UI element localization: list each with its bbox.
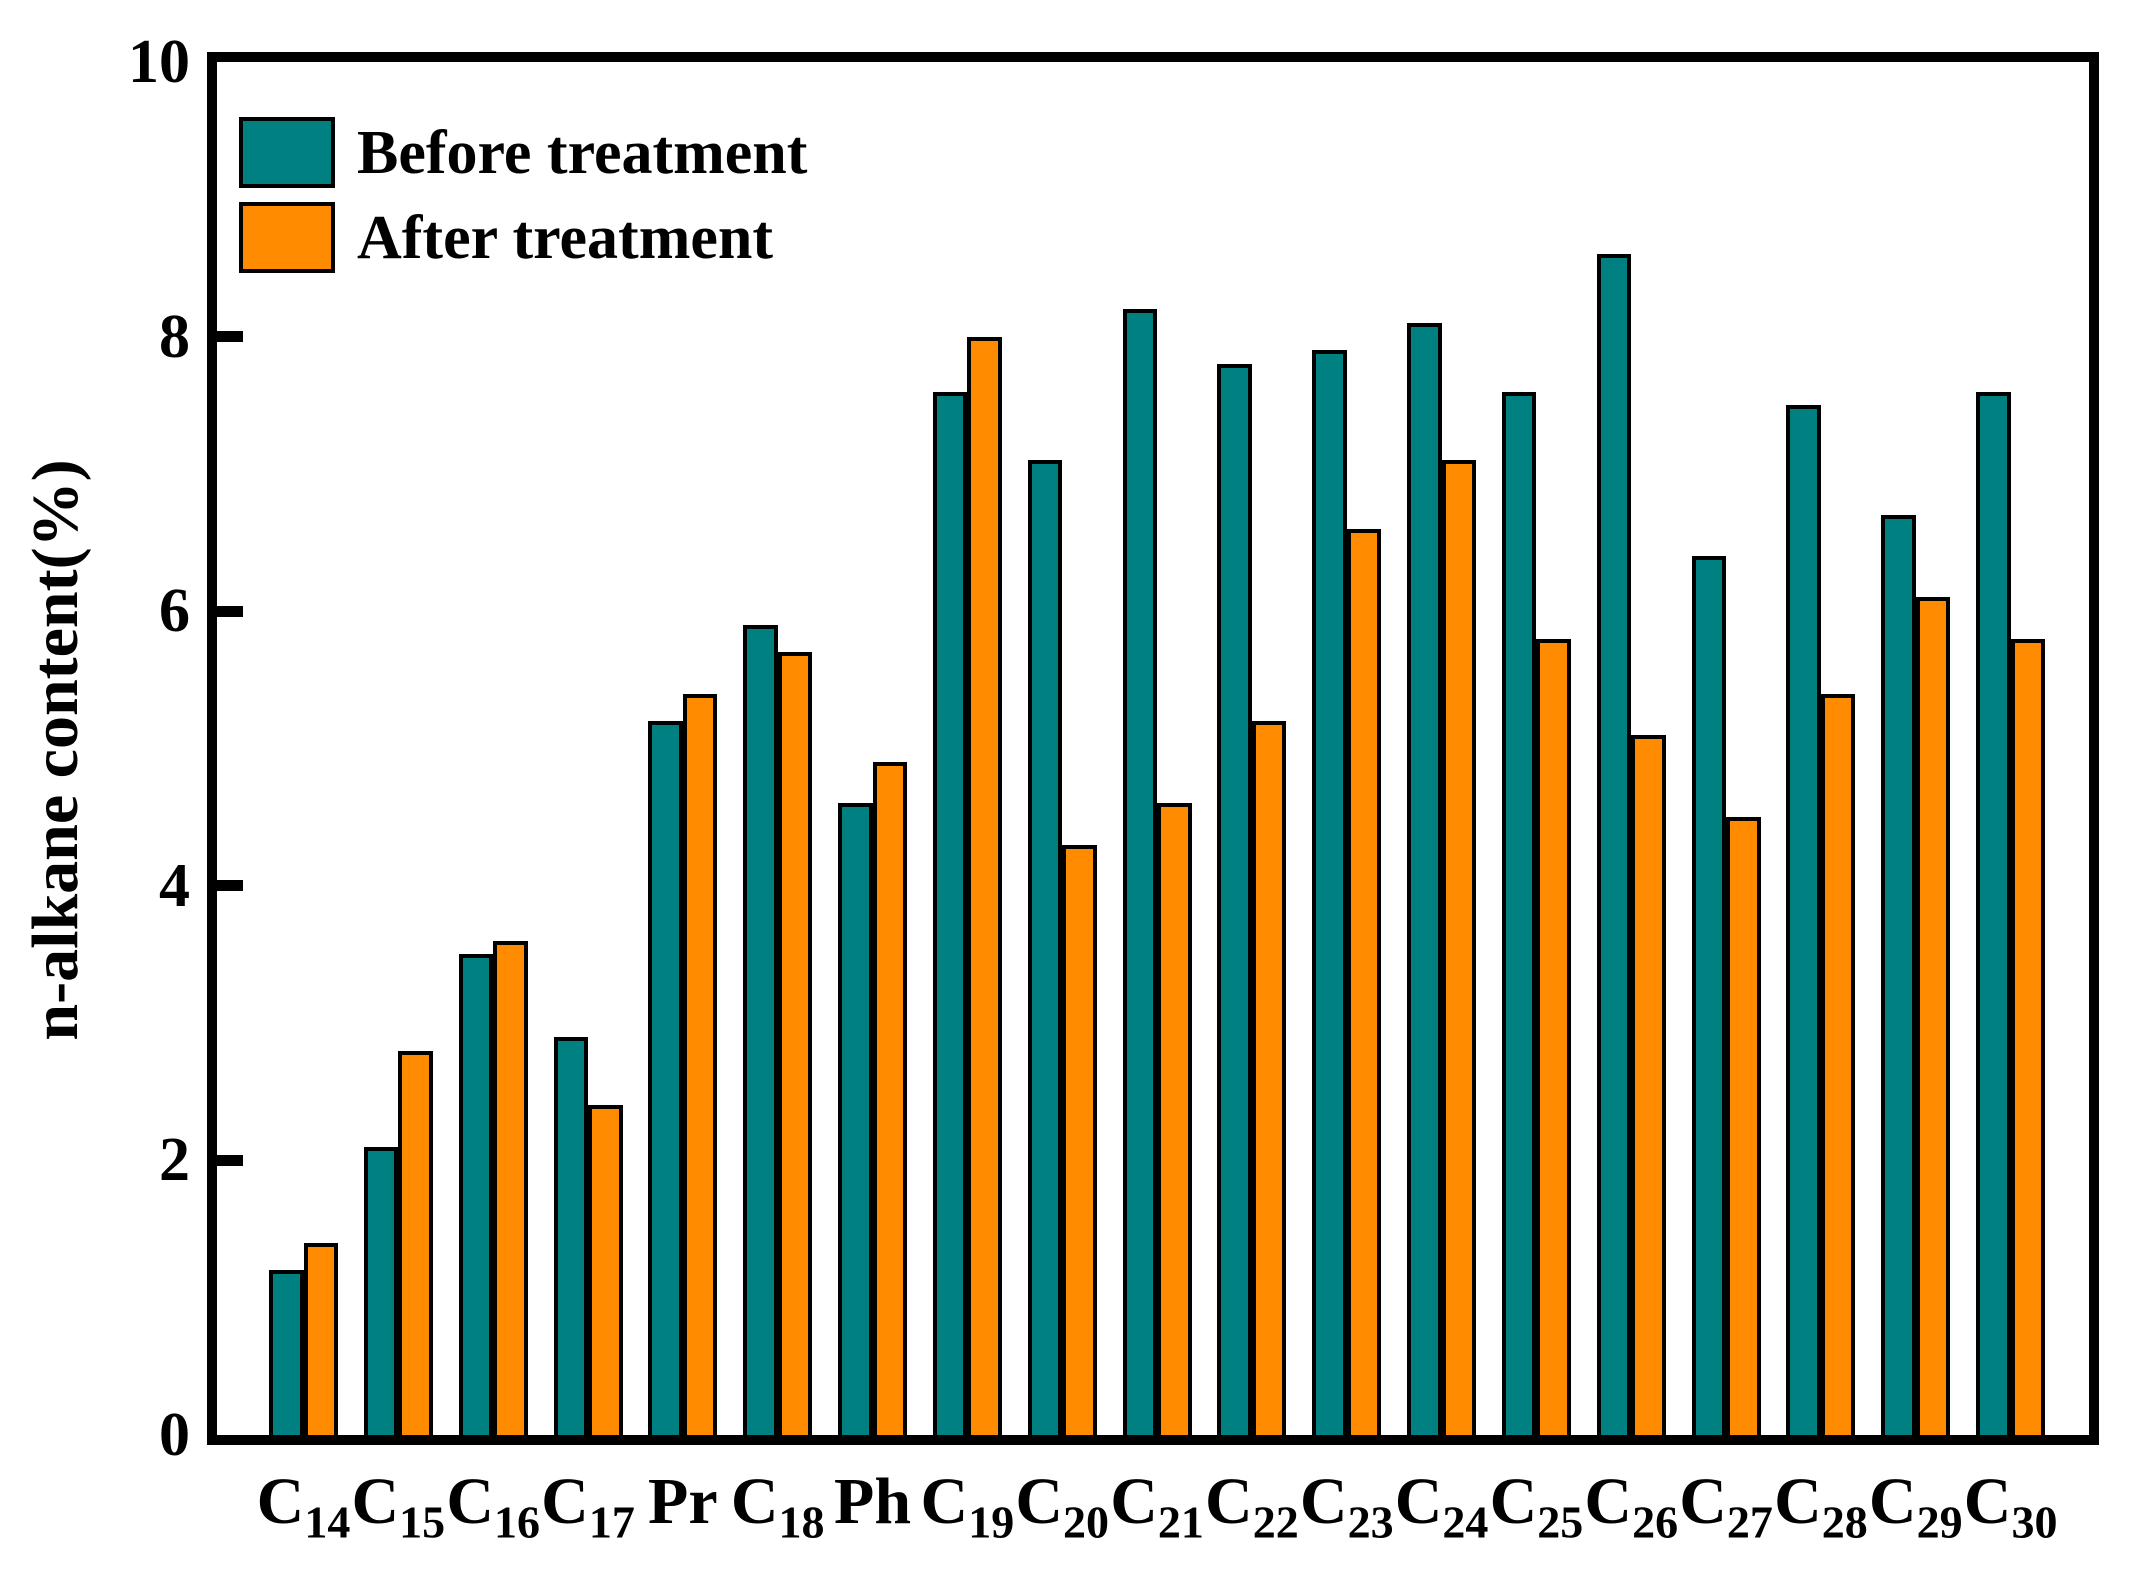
x-tick-label-c14: C14 bbox=[256, 1465, 351, 1548]
bar-before-c26 bbox=[1596, 254, 1632, 1435]
bar-before-ph bbox=[838, 803, 873, 1435]
x-tick-label-c19: C19 bbox=[920, 1465, 1015, 1548]
x-tick-label-c18: C18 bbox=[730, 1465, 825, 1548]
legend: Before treatment After treatment bbox=[239, 117, 807, 287]
bar-before-c17 bbox=[553, 1036, 589, 1435]
y-tick-label-4: 4 bbox=[159, 851, 190, 920]
y-tick-mark-8 bbox=[217, 331, 243, 343]
bar-after-c25 bbox=[1536, 638, 1571, 1435]
bar-after-c29 bbox=[1915, 597, 1951, 1435]
bar-before-c14 bbox=[269, 1270, 304, 1435]
bar-before-c18 bbox=[743, 624, 778, 1435]
x-tick-label-c30: C30 bbox=[1963, 1465, 2058, 1548]
bar-before-c20 bbox=[1027, 460, 1063, 1435]
x-tick-label-pr: Pr bbox=[648, 1465, 718, 1538]
bar-before-c21 bbox=[1122, 309, 1158, 1435]
x-tick-label-c16: C16 bbox=[446, 1465, 541, 1548]
bar-after-c20 bbox=[1062, 844, 1097, 1435]
bar-after-c30 bbox=[2010, 638, 2046, 1435]
legend-swatch-after-treatment bbox=[239, 202, 335, 273]
bar-before-c28 bbox=[1786, 405, 1821, 1435]
bar-after-c22 bbox=[1251, 721, 1287, 1435]
legend-entry-before: Before treatment bbox=[239, 117, 807, 188]
x-tick-label-c29: C29 bbox=[1868, 1465, 1963, 1548]
legend-entry-after: After treatment bbox=[239, 202, 807, 273]
x-tick-label-c17: C17 bbox=[541, 1465, 635, 1548]
bar-before-c16 bbox=[458, 954, 494, 1435]
bar-before-c22 bbox=[1217, 364, 1252, 1435]
bar-after-c28 bbox=[1820, 693, 1856, 1435]
x-tick-label-c22: C22 bbox=[1205, 1465, 1299, 1548]
bar-after-c15 bbox=[398, 1050, 433, 1435]
bar-before-c19 bbox=[932, 391, 968, 1435]
bar-before-c30 bbox=[1976, 391, 2011, 1435]
bar-before-pr bbox=[648, 721, 683, 1435]
legend-label-after-treatment: After treatment bbox=[357, 203, 773, 272]
bar-after-c26 bbox=[1631, 734, 1666, 1435]
bar-after-c23 bbox=[1346, 528, 1382, 1435]
x-tick-label-c15: C15 bbox=[351, 1465, 446, 1548]
bar-after-c18 bbox=[777, 652, 813, 1435]
x-tick-label-c21: C21 bbox=[1110, 1465, 1204, 1548]
bar-after-c21 bbox=[1157, 803, 1192, 1435]
bar-before-c24 bbox=[1407, 322, 1442, 1435]
bar-after-c17 bbox=[588, 1105, 623, 1435]
x-tick-label-ph: Ph bbox=[834, 1465, 912, 1538]
y-tick-label-8: 8 bbox=[159, 302, 190, 371]
y-tick-mark-4 bbox=[217, 880, 243, 892]
y-tick-mark-2 bbox=[217, 1154, 243, 1166]
bar-after-c19 bbox=[967, 336, 1002, 1435]
bar-after-c14 bbox=[303, 1242, 338, 1435]
x-tick-label-c25: C25 bbox=[1489, 1465, 1584, 1548]
bar-after-c27 bbox=[1726, 817, 1761, 1435]
y-axis-title: n-alkane content(%) bbox=[19, 459, 92, 1041]
x-tick-label-c20: C20 bbox=[1015, 1465, 1110, 1548]
bar-before-c23 bbox=[1312, 350, 1347, 1435]
x-tick-label-c27: C27 bbox=[1679, 1465, 1773, 1548]
bar-before-c15 bbox=[363, 1146, 399, 1435]
x-tick-label-c28: C28 bbox=[1774, 1465, 1868, 1548]
y-tick-mark-6 bbox=[217, 605, 243, 617]
bar-before-c27 bbox=[1691, 556, 1727, 1435]
y-tick-label-10: 10 bbox=[128, 28, 190, 96]
y-tick-label-6: 6 bbox=[159, 577, 190, 646]
legend-label-before-treatment: Before treatment bbox=[357, 118, 808, 187]
bar-before-c25 bbox=[1501, 391, 1537, 1435]
legend-swatch-before-treatment bbox=[239, 117, 335, 188]
x-tick-label-c24: C24 bbox=[1394, 1465, 1489, 1548]
bar-after-c16 bbox=[493, 940, 528, 1435]
bar-after-c24 bbox=[1441, 460, 1477, 1435]
x-tick-label-c26: C26 bbox=[1584, 1465, 1679, 1548]
y-tick-label-0: 0 bbox=[159, 1401, 190, 1469]
bar-after-pr bbox=[682, 693, 718, 1435]
x-tick-label-c23: C23 bbox=[1299, 1465, 1394, 1548]
plot-area bbox=[207, 52, 2099, 1445]
y-tick-label-2: 2 bbox=[159, 1126, 190, 1195]
bar-after-ph bbox=[872, 762, 908, 1435]
bar-before-c29 bbox=[1881, 515, 1916, 1435]
